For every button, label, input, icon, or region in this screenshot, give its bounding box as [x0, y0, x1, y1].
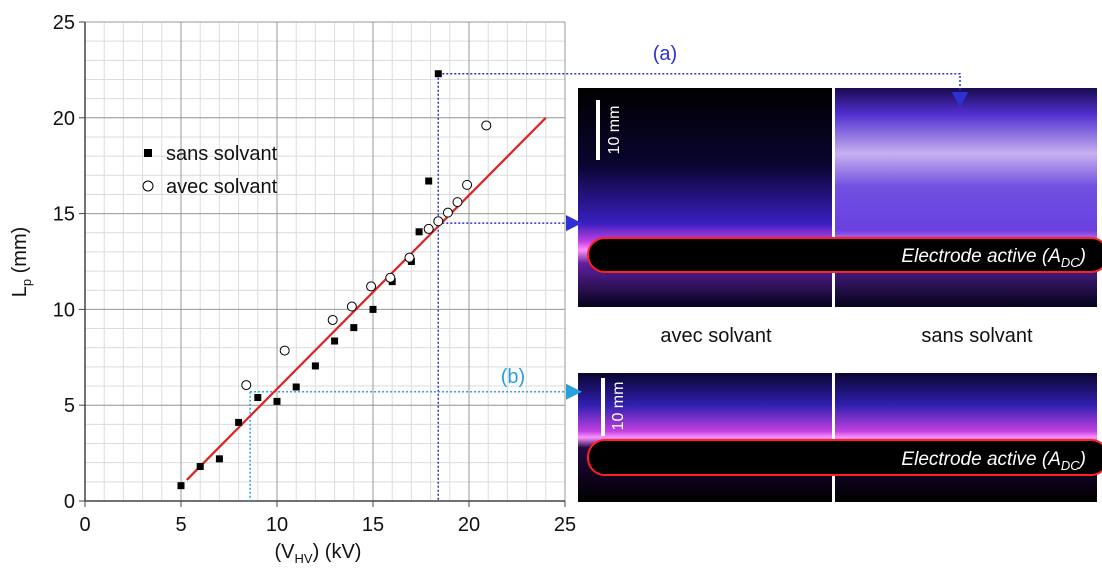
guide-top	[438, 72, 961, 92]
photo-top: 10 mm Electrode active (ADC)	[578, 88, 1102, 307]
legend-label: sans solvant	[166, 143, 278, 165]
electrode-label: Electrode active (ADC)	[901, 449, 1086, 473]
point	[350, 324, 358, 332]
point	[292, 383, 300, 391]
point	[385, 272, 396, 283]
guide-arrow	[566, 215, 582, 232]
caption: sans solvant	[921, 325, 1033, 347]
fit-line	[185, 117, 547, 481]
y-axis-label: Lp (mm)	[9, 227, 34, 298]
point	[366, 281, 377, 292]
point	[346, 301, 357, 312]
guide-arrow	[566, 383, 582, 400]
point	[327, 314, 338, 325]
point	[433, 216, 444, 227]
x-tick-label: 25	[554, 514, 576, 536]
point	[331, 337, 339, 345]
point	[369, 305, 377, 313]
plot: 0 5 10 15 20 25 0 5 10 15 20 25	[53, 12, 576, 536]
point	[425, 177, 433, 185]
point	[462, 179, 473, 190]
y-tick-label: 10	[53, 299, 75, 321]
x-tick-label: 20	[458, 514, 480, 536]
x-tick-label: 0	[79, 514, 90, 536]
point	[434, 70, 442, 78]
x-axis-label: (VHV) (kV)	[275, 541, 362, 566]
guide-label: (a)	[653, 43, 677, 65]
scale-label: 10 mm	[606, 106, 623, 155]
y-tick-label: 15	[53, 204, 75, 226]
point	[215, 455, 223, 463]
legend-label: avec solvant	[166, 176, 278, 198]
point	[235, 418, 243, 426]
guide-label: (b)	[501, 366, 525, 388]
y-tick-label: 25	[53, 12, 75, 34]
caption: avec solvant	[660, 325, 772, 347]
point	[442, 207, 453, 218]
point	[279, 345, 290, 356]
point	[254, 394, 262, 402]
point	[423, 223, 434, 234]
y-tick-label: 0	[64, 491, 75, 513]
point	[273, 397, 281, 405]
electrode-label: Electrode active (ADC)	[901, 246, 1086, 270]
point	[311, 362, 319, 370]
legend-marker	[144, 149, 152, 157]
x-tick-label: 15	[362, 514, 384, 536]
scale-label: 10 mm	[610, 382, 627, 431]
photo-bottom: 10 mm Electrode active (ADC)	[578, 373, 1102, 502]
point	[196, 463, 204, 471]
point	[481, 120, 492, 131]
point	[452, 197, 463, 208]
point	[404, 252, 415, 263]
guide-arrow	[952, 92, 968, 108]
point	[415, 228, 423, 236]
point	[177, 482, 185, 490]
y-tick-label: 5	[64, 395, 75, 417]
y-tick-label: 20	[53, 108, 75, 130]
x-tick-label: 5	[175, 514, 186, 536]
x-tick-label: 10	[266, 514, 288, 536]
legend-marker	[142, 180, 154, 192]
point	[241, 380, 252, 391]
